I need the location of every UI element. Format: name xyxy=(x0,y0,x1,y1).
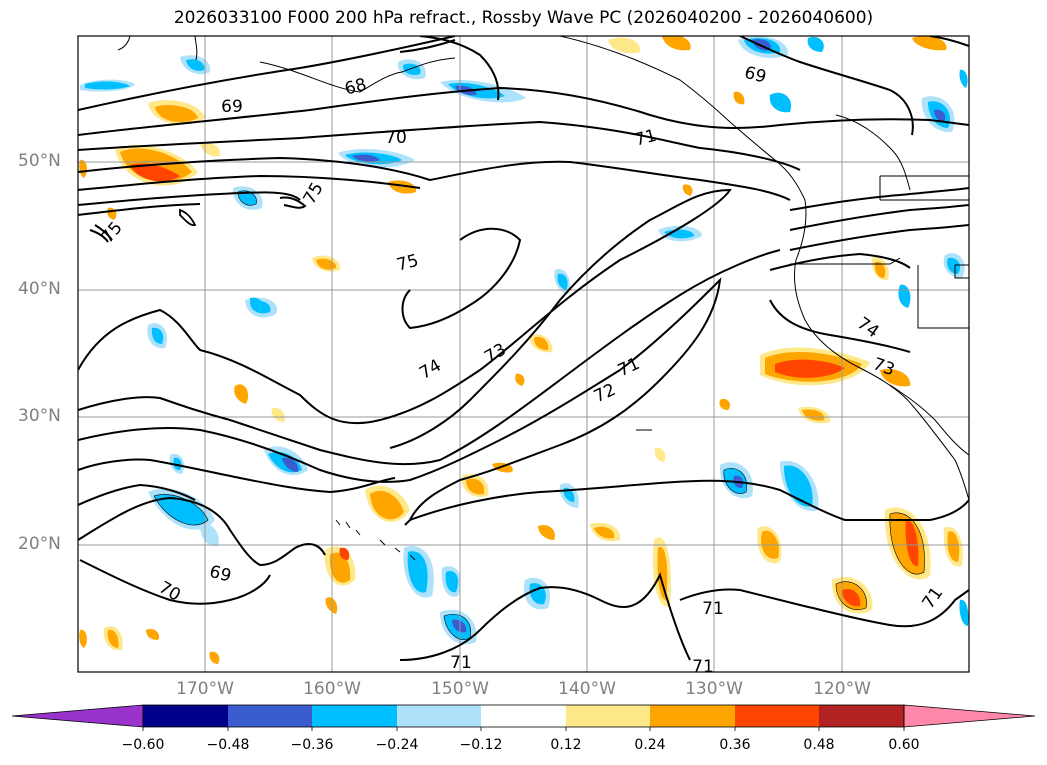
colorbar-swatch xyxy=(735,705,819,727)
colorbar-tick-label: −0.12 xyxy=(459,737,503,753)
colorbar-extend-low xyxy=(11,704,144,728)
contour-label: 71 xyxy=(450,653,472,673)
colorbar-swatch xyxy=(143,705,228,727)
colorbar-swatch xyxy=(397,705,481,727)
lon-label: 160°W xyxy=(303,679,361,699)
colorbar-tick-label: −0.24 xyxy=(375,737,419,753)
colorbar-swatch xyxy=(650,705,735,727)
colorbar-swatch xyxy=(566,705,650,727)
colorbar-tick-label: −0.60 xyxy=(121,737,165,753)
colorbar-swatch xyxy=(312,705,397,727)
contour-label: 71 xyxy=(692,657,714,677)
colorbar-extend-high xyxy=(903,704,1036,728)
map-title: 2026033100 F000 200 hPa refract., Rossby… xyxy=(173,8,874,28)
colorbar-swatch xyxy=(819,705,904,727)
lon-label: 170°W xyxy=(176,679,234,699)
colorbar-swatch xyxy=(228,705,312,727)
colorbar-tick-label: 0.24 xyxy=(634,737,666,753)
colorbar xyxy=(11,704,1036,731)
contour-label: 69 xyxy=(221,97,243,117)
colorbar-tick-label: −0.48 xyxy=(206,737,250,753)
colorbar-tick-label: 0.36 xyxy=(719,737,751,753)
negative-anomaly xyxy=(80,36,969,645)
lat-label: 50°N xyxy=(18,151,61,171)
contour-label: 71 xyxy=(702,599,724,619)
colorbar-tick-label: 0.12 xyxy=(550,737,582,753)
map-frame xyxy=(77,35,970,673)
lat-label: 20°N xyxy=(18,534,61,554)
colorbar-tick-label: 0.48 xyxy=(803,737,835,753)
refractivity-contours xyxy=(78,36,969,661)
colorbar-tick-label: 0.60 xyxy=(888,737,920,753)
lat-label: 30°N xyxy=(18,406,61,426)
lon-label: 120°W xyxy=(813,679,871,699)
lat-label: 40°N xyxy=(18,279,61,299)
lon-label: 150°W xyxy=(431,679,489,699)
coastlines xyxy=(117,36,969,561)
lon-label: 130°W xyxy=(685,679,743,699)
colorbar-swatch xyxy=(481,705,566,727)
contour-label: 70 xyxy=(385,128,407,148)
lon-label: 140°W xyxy=(558,679,616,699)
colorbar-tick-label: −0.36 xyxy=(290,737,334,753)
